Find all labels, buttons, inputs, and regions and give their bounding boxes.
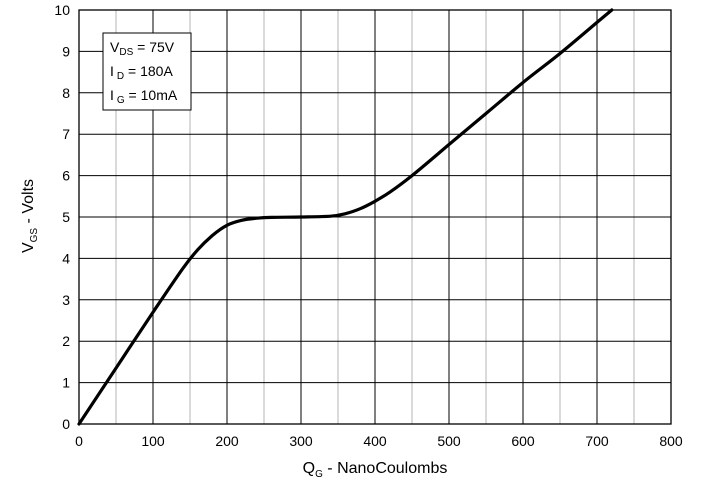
y-tick-label: 4: [62, 250, 70, 266]
x-tick-label: 100: [141, 433, 165, 449]
y-tick-label: 5: [62, 209, 70, 225]
x-tick-label: 500: [437, 433, 461, 449]
x-tick-label: 600: [511, 433, 535, 449]
y-tick-label: 8: [62, 85, 70, 101]
y-tick-label: 10: [54, 2, 70, 18]
legend-line-vds: VDS = 75V: [110, 39, 175, 58]
x-tick-label: 200: [215, 433, 239, 449]
grid: [79, 10, 671, 424]
series-line-vgs: [77, 8, 614, 426]
y-axis-title: VGS - Volts: [20, 179, 40, 253]
y-tick-label: 1: [62, 375, 70, 391]
x-axis-title: QG - NanoCoulombs: [303, 460, 448, 480]
x-tick-labels: 0 100 200 300 400 500 600 700 800: [75, 433, 683, 449]
series-layer: [77, 8, 614, 426]
y-tick-label: 0: [62, 416, 70, 432]
x-tick-label: 800: [659, 433, 683, 449]
x-tick-label: 400: [363, 433, 387, 449]
y-tick-labels: 0 1 2 3 4 5 6 7 8 9 10: [54, 2, 70, 432]
y-tick-label: 9: [62, 43, 70, 59]
plot-frame: [78, 9, 672, 425]
y-tick-label: 2: [62, 333, 70, 349]
x-tick-label: 700: [585, 433, 609, 449]
y-tick-label: 3: [62, 292, 70, 308]
y-tick-label: 7: [62, 126, 70, 142]
y-tick-label: 6: [62, 168, 70, 184]
x-tick-label: 0: [75, 433, 83, 449]
x-tick-label: 300: [289, 433, 313, 449]
legend-frame: [102, 32, 192, 111]
